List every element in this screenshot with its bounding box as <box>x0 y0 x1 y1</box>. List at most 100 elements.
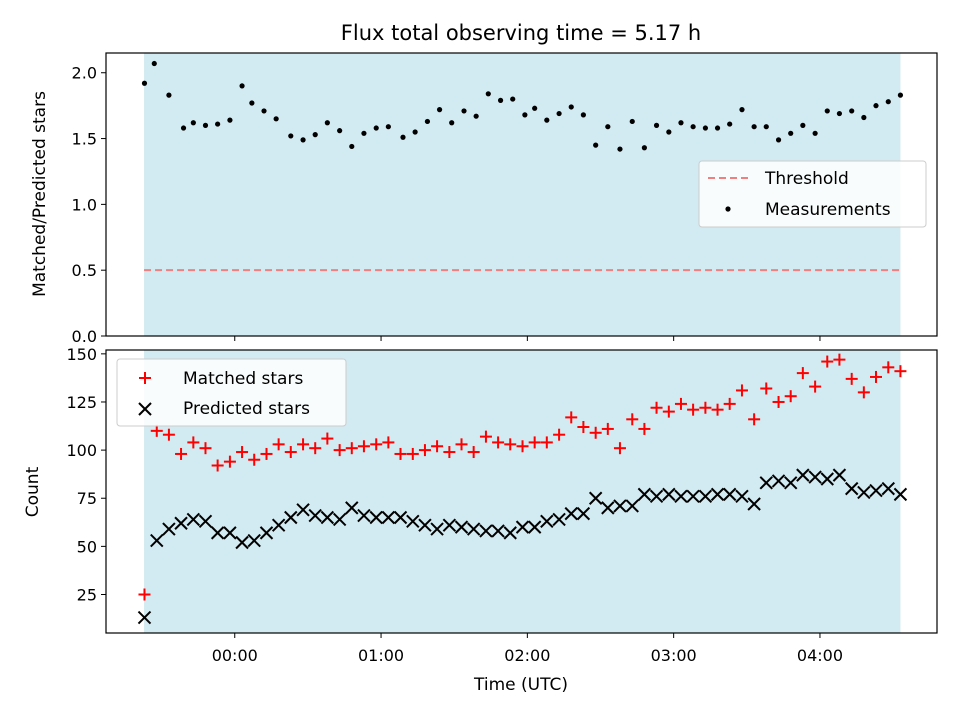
predicted-x-b <box>381 510 396 525</box>
matched-stars-point <box>248 453 261 466</box>
matched-stars-point <box>187 436 200 449</box>
predicted-stars-point <box>284 510 298 525</box>
matched-stars-point <box>175 447 188 460</box>
predicted-x-b <box>320 510 335 525</box>
predicted-stars-point <box>869 483 883 498</box>
predicted-x-b <box>747 497 761 511</box>
matched-stars-point <box>443 446 456 459</box>
legend-predicted-label: Predicted stars <box>183 399 310 419</box>
matched-stars-point <box>821 355 834 368</box>
matched-stars-point <box>284 446 297 459</box>
measurement-point <box>373 125 379 131</box>
measurement-point <box>312 132 318 138</box>
matched-stars-point <box>162 428 175 441</box>
predicted-stars-point <box>771 474 786 488</box>
measurement-point <box>424 118 431 125</box>
measurement-point <box>727 121 733 127</box>
matched-stars-point <box>492 436 505 449</box>
predicted-stars-point <box>576 506 591 521</box>
matched-stars-point <box>516 440 529 453</box>
legend-threshold-label: Threshold <box>764 169 849 189</box>
predicted-stars-point <box>540 514 554 529</box>
predicted-stars-point <box>601 501 615 515</box>
top-legend-box <box>698 160 927 228</box>
predicted-stars-point <box>796 468 810 482</box>
matched-stars-point <box>431 440 444 453</box>
predicted-stars-point <box>137 610 152 625</box>
predicted-stars-point <box>515 520 530 534</box>
predicted-stars-point <box>844 481 859 496</box>
predicted-x-b <box>247 533 261 548</box>
predicted-stars-point <box>686 489 700 504</box>
predicted-stars-point <box>406 514 420 529</box>
matched-stars-point <box>760 382 773 395</box>
matched-stars-point <box>406 447 419 460</box>
matched-stars-point <box>601 422 614 435</box>
predicted-x-b <box>296 503 310 517</box>
predicted-stars-point <box>174 516 188 530</box>
measurement-point <box>629 118 635 125</box>
predicted-stars-point <box>625 499 639 513</box>
matched-stars-point <box>479 430 492 443</box>
predicted-x-b <box>832 468 847 482</box>
measurement-point <box>190 120 196 126</box>
bottom-y-axis-label: Count <box>23 466 43 517</box>
predicted-x-b <box>625 499 639 513</box>
matched-stars-point <box>504 438 517 451</box>
matched-stars-point <box>357 440 370 453</box>
predicted-x-b <box>588 491 603 505</box>
measurement-point <box>461 108 467 114</box>
measurement-point <box>678 120 684 126</box>
predicted-x-b <box>674 489 688 504</box>
measurement-point <box>349 143 355 150</box>
matched-stars-point <box>382 436 395 449</box>
matched-stars-point <box>528 436 541 449</box>
measurement-point <box>361 130 367 136</box>
matched-stars-point <box>772 395 785 408</box>
matched-stars-point <box>260 447 273 460</box>
predicted-x-b <box>796 468 810 482</box>
measurement-point <box>400 134 406 140</box>
predicted-x-b <box>735 489 749 504</box>
measurement-point <box>763 124 769 130</box>
measurement-point <box>215 121 221 127</box>
predicted-x-b <box>808 470 822 484</box>
matched-stars-point <box>809 380 822 393</box>
measurement-point <box>617 146 623 152</box>
predicted-x-b <box>235 535 249 550</box>
predicted-x-b <box>844 481 859 496</box>
predicted-stars-point <box>783 476 798 490</box>
predicted-stars-point <box>466 522 481 536</box>
matched-stars-point <box>723 397 736 410</box>
predicted-x-b <box>137 610 152 625</box>
matched-stars-point <box>845 372 858 385</box>
matched-stars-point <box>150 424 163 437</box>
legend-predicted-swatch <box>138 402 152 416</box>
measurement-point <box>249 100 255 106</box>
measurement-point <box>385 124 391 130</box>
predicted-x-b <box>869 483 883 498</box>
predicted-stars-point <box>296 503 310 517</box>
predicted-x-b <box>369 510 383 525</box>
measurement-point <box>800 122 806 128</box>
predicted-stars-point <box>247 533 261 548</box>
measurement-point <box>180 125 187 131</box>
predicted-x-b <box>186 512 201 527</box>
predicted-stars-point <box>186 512 201 527</box>
measurement-point <box>141 80 148 86</box>
predicted-x-b <box>649 489 664 504</box>
predicted-x-b <box>466 522 481 536</box>
legend-matched-label: Matched stars <box>183 369 303 389</box>
predicted-x-b <box>271 518 286 532</box>
measurement-point <box>739 107 745 113</box>
bottom-legend: Matched stars Predicted stars <box>116 358 347 427</box>
matched-stars-point <box>211 459 224 472</box>
predicted-x-b <box>857 485 871 500</box>
measurement-point <box>836 110 843 117</box>
predicted-stars-point <box>564 506 578 521</box>
predicted-stars-point <box>503 526 517 540</box>
predicted-stars-point <box>418 518 432 532</box>
measurement-point <box>605 124 611 130</box>
matched-stars-point <box>394 447 407 460</box>
measurement-point <box>522 112 528 118</box>
